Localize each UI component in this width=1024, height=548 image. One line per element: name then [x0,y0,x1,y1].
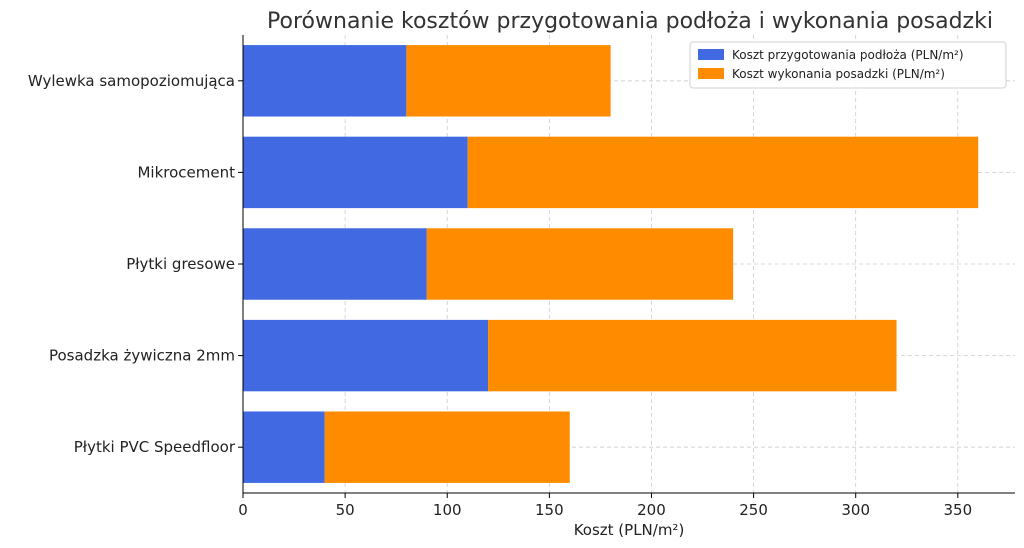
bar-series0-cat3 [243,319,489,392]
legend-label-0: Koszt przygotowania podłoża (PLN/m²) [732,48,964,62]
bar-series1-cat2 [426,228,734,300]
x-ticks: 0 50 100 150 200 250 300 350 [238,493,972,519]
category-label-3: Posadzka żywiczna 2mm [49,347,235,365]
x-axis-label: Koszt (PLN/m²) [574,521,685,539]
bar-series1-cat0 [406,45,611,117]
x-tick-label-2: 100 [433,501,462,519]
x-tick-label-6: 300 [841,501,870,519]
legend-box [689,41,1007,89]
bar-series0-cat4 [243,411,325,483]
x-tick-label-5: 250 [739,501,768,519]
legend-label-1: Koszt wykonania posadzki (PLN/m²) [732,67,945,81]
bar-series1-cat4 [324,411,570,483]
category-label-0: Wylewka samopoziomująca [28,72,235,90]
x-tick-label-7: 350 [943,501,972,519]
x-tick-label-4: 200 [637,501,666,519]
legend-swatch-1 [698,68,724,79]
bar-series0-cat2 [243,228,427,300]
x-tick-label-0: 0 [238,501,248,519]
bar-series1-cat1 [467,136,979,209]
legend: Koszt przygotowania podłoża (PLN/m²) Kosz… [689,41,1007,89]
category-label-4: Płytki PVC Speedfloor [74,438,236,456]
chart-title: Porównanie kosztów przygotowania podłoża… [267,9,993,34]
bar-series1-cat3 [488,319,897,392]
bars [243,45,979,483]
x-tick-label-3: 150 [535,501,564,519]
bar-series0-cat0 [243,45,407,117]
category-label-2: Płytki gresowe [126,255,235,273]
bar-series0-cat1 [243,136,468,209]
y-category-labels: Wylewka samopoziomująca Mikrocement Płytki… [28,72,243,456]
x-tick-label-1: 50 [336,501,355,519]
legend-swatch-0 [698,49,724,60]
category-label-1: Mikrocement [137,163,235,181]
